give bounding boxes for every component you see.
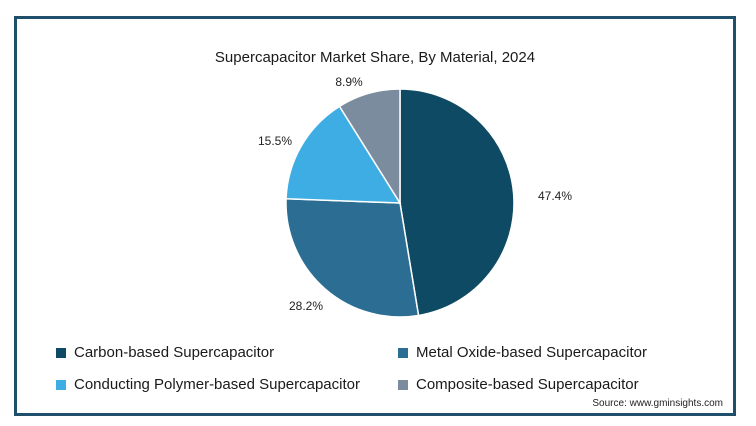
legend-swatch-composite (398, 379, 408, 390)
legend-label-conducting-polymer: Conducting Polymer-based Supercapacitor (74, 376, 360, 393)
legend-swatch-conducting-polymer (56, 379, 66, 390)
chart-frame: Supercapacitor Market Share, By Material… (14, 16, 736, 416)
legend-label-metal-oxide: Metal Oxide-based Supercapacitor (416, 344, 647, 361)
pie-slice-3 (338, 88, 401, 206)
legend-item-conducting-polymer: Conducting Polymer-based Supercapacitor (56, 376, 360, 393)
slice-label-1: 28.2% (289, 299, 323, 313)
slice-label-2: 15.5% (258, 134, 292, 148)
pie-chart: 47.4% 28.2% 15.5% 8.9% (258, 75, 572, 318)
slice-label-0: 47.4% (538, 189, 572, 203)
legend-swatch-carbon (56, 347, 66, 358)
legend-swatch-metal-oxide (398, 347, 408, 358)
pie-slice-2 (285, 105, 402, 204)
legend-item-carbon: Carbon-based Supercapacitor (56, 344, 274, 361)
legend-label-carbon: Carbon-based Supercapacitor (74, 344, 275, 361)
legend-item-composite: Composite-based Supercapacitor (398, 376, 639, 393)
legend-item-metal-oxide: Metal Oxide-based Supercapacitor (398, 344, 647, 361)
chart-title: Supercapacitor Market Share, By Material… (214, 49, 536, 66)
legend-label-composite: Composite-based Supercapacitor (416, 376, 639, 393)
source-note: Source: www.gminsights.com (592, 398, 723, 409)
pie-slice-1 (285, 197, 420, 318)
pie-slice-0 (399, 88, 515, 317)
slice-label-3: 8.9% (335, 75, 363, 89)
